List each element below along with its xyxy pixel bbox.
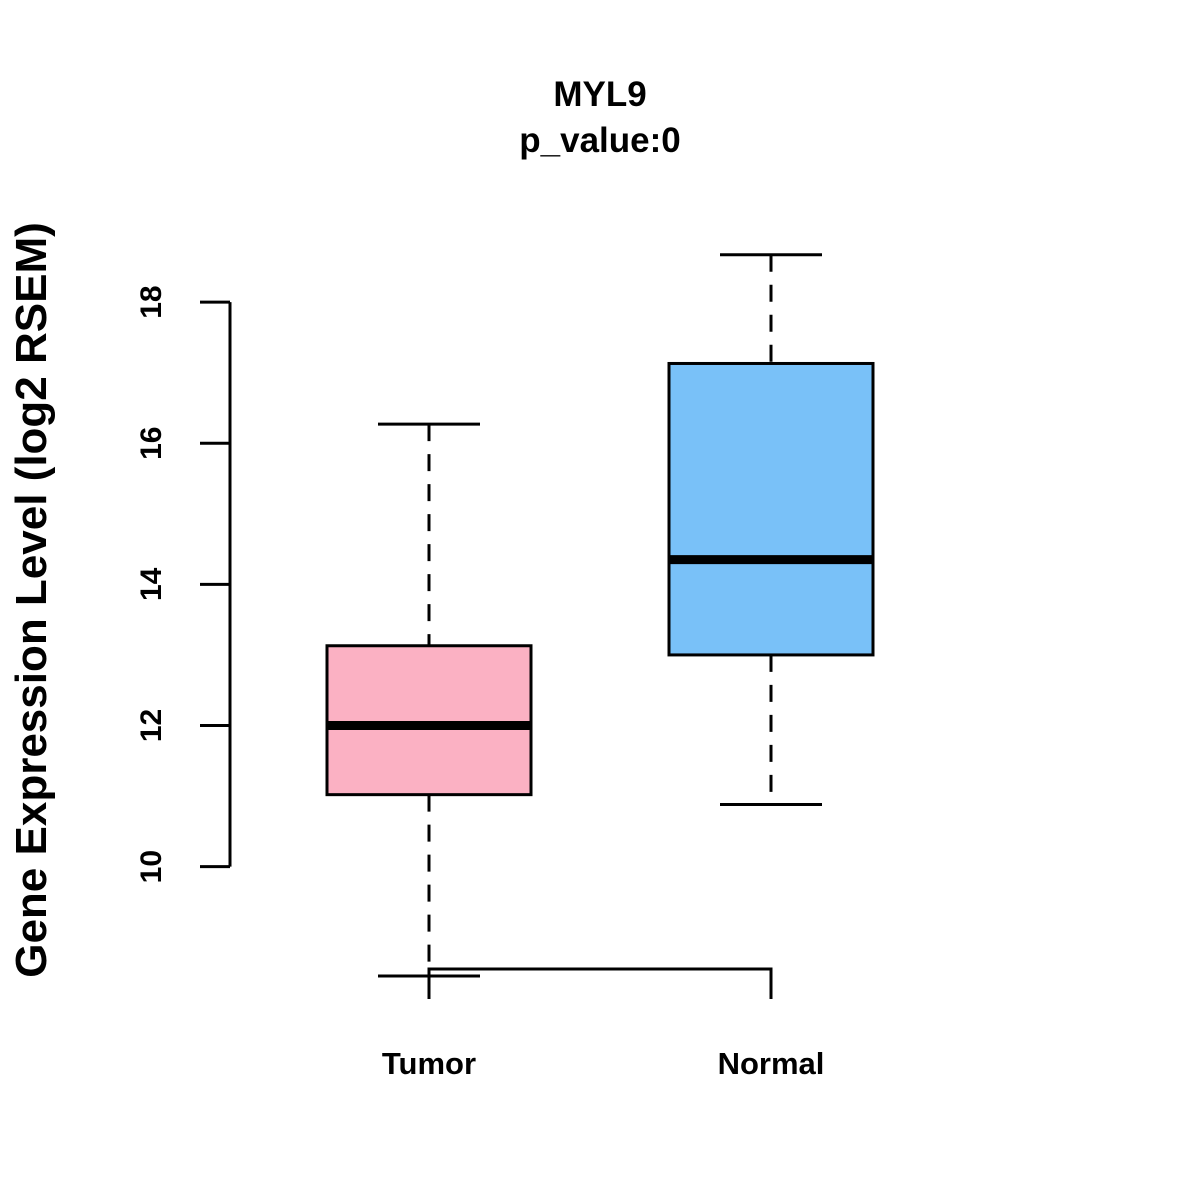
x-label-tumor: Tumor <box>382 1046 476 1081</box>
y-tick-label-16: 16 <box>135 427 168 460</box>
x-label-normal: Normal <box>718 1046 825 1081</box>
tumor-box-iqr <box>325 644 533 797</box>
y-tick-label-18: 18 <box>135 285 168 318</box>
chart-title: MYL9 <box>553 75 646 114</box>
y-axis-label: Gene Expression Level (log2 RSEM) <box>7 222 56 978</box>
y-tick-label-12: 12 <box>135 709 168 742</box>
y-axis-ticks: 10 12 14 16 18 <box>135 285 230 883</box>
box-normal <box>667 253 875 807</box>
normal-box-iqr <box>667 361 875 657</box>
y-tick-label-14: 14 <box>135 567 168 601</box>
y-tick-label-10: 10 <box>135 850 168 883</box>
chart-subtitle: p_value:0 <box>519 121 680 160</box>
comparison-bracket <box>427 967 773 999</box>
bracket-line <box>427 967 773 999</box>
box-series <box>325 253 875 978</box>
box-tumor <box>325 422 533 978</box>
x-axis-labels: Tumor Normal <box>382 1046 824 1081</box>
